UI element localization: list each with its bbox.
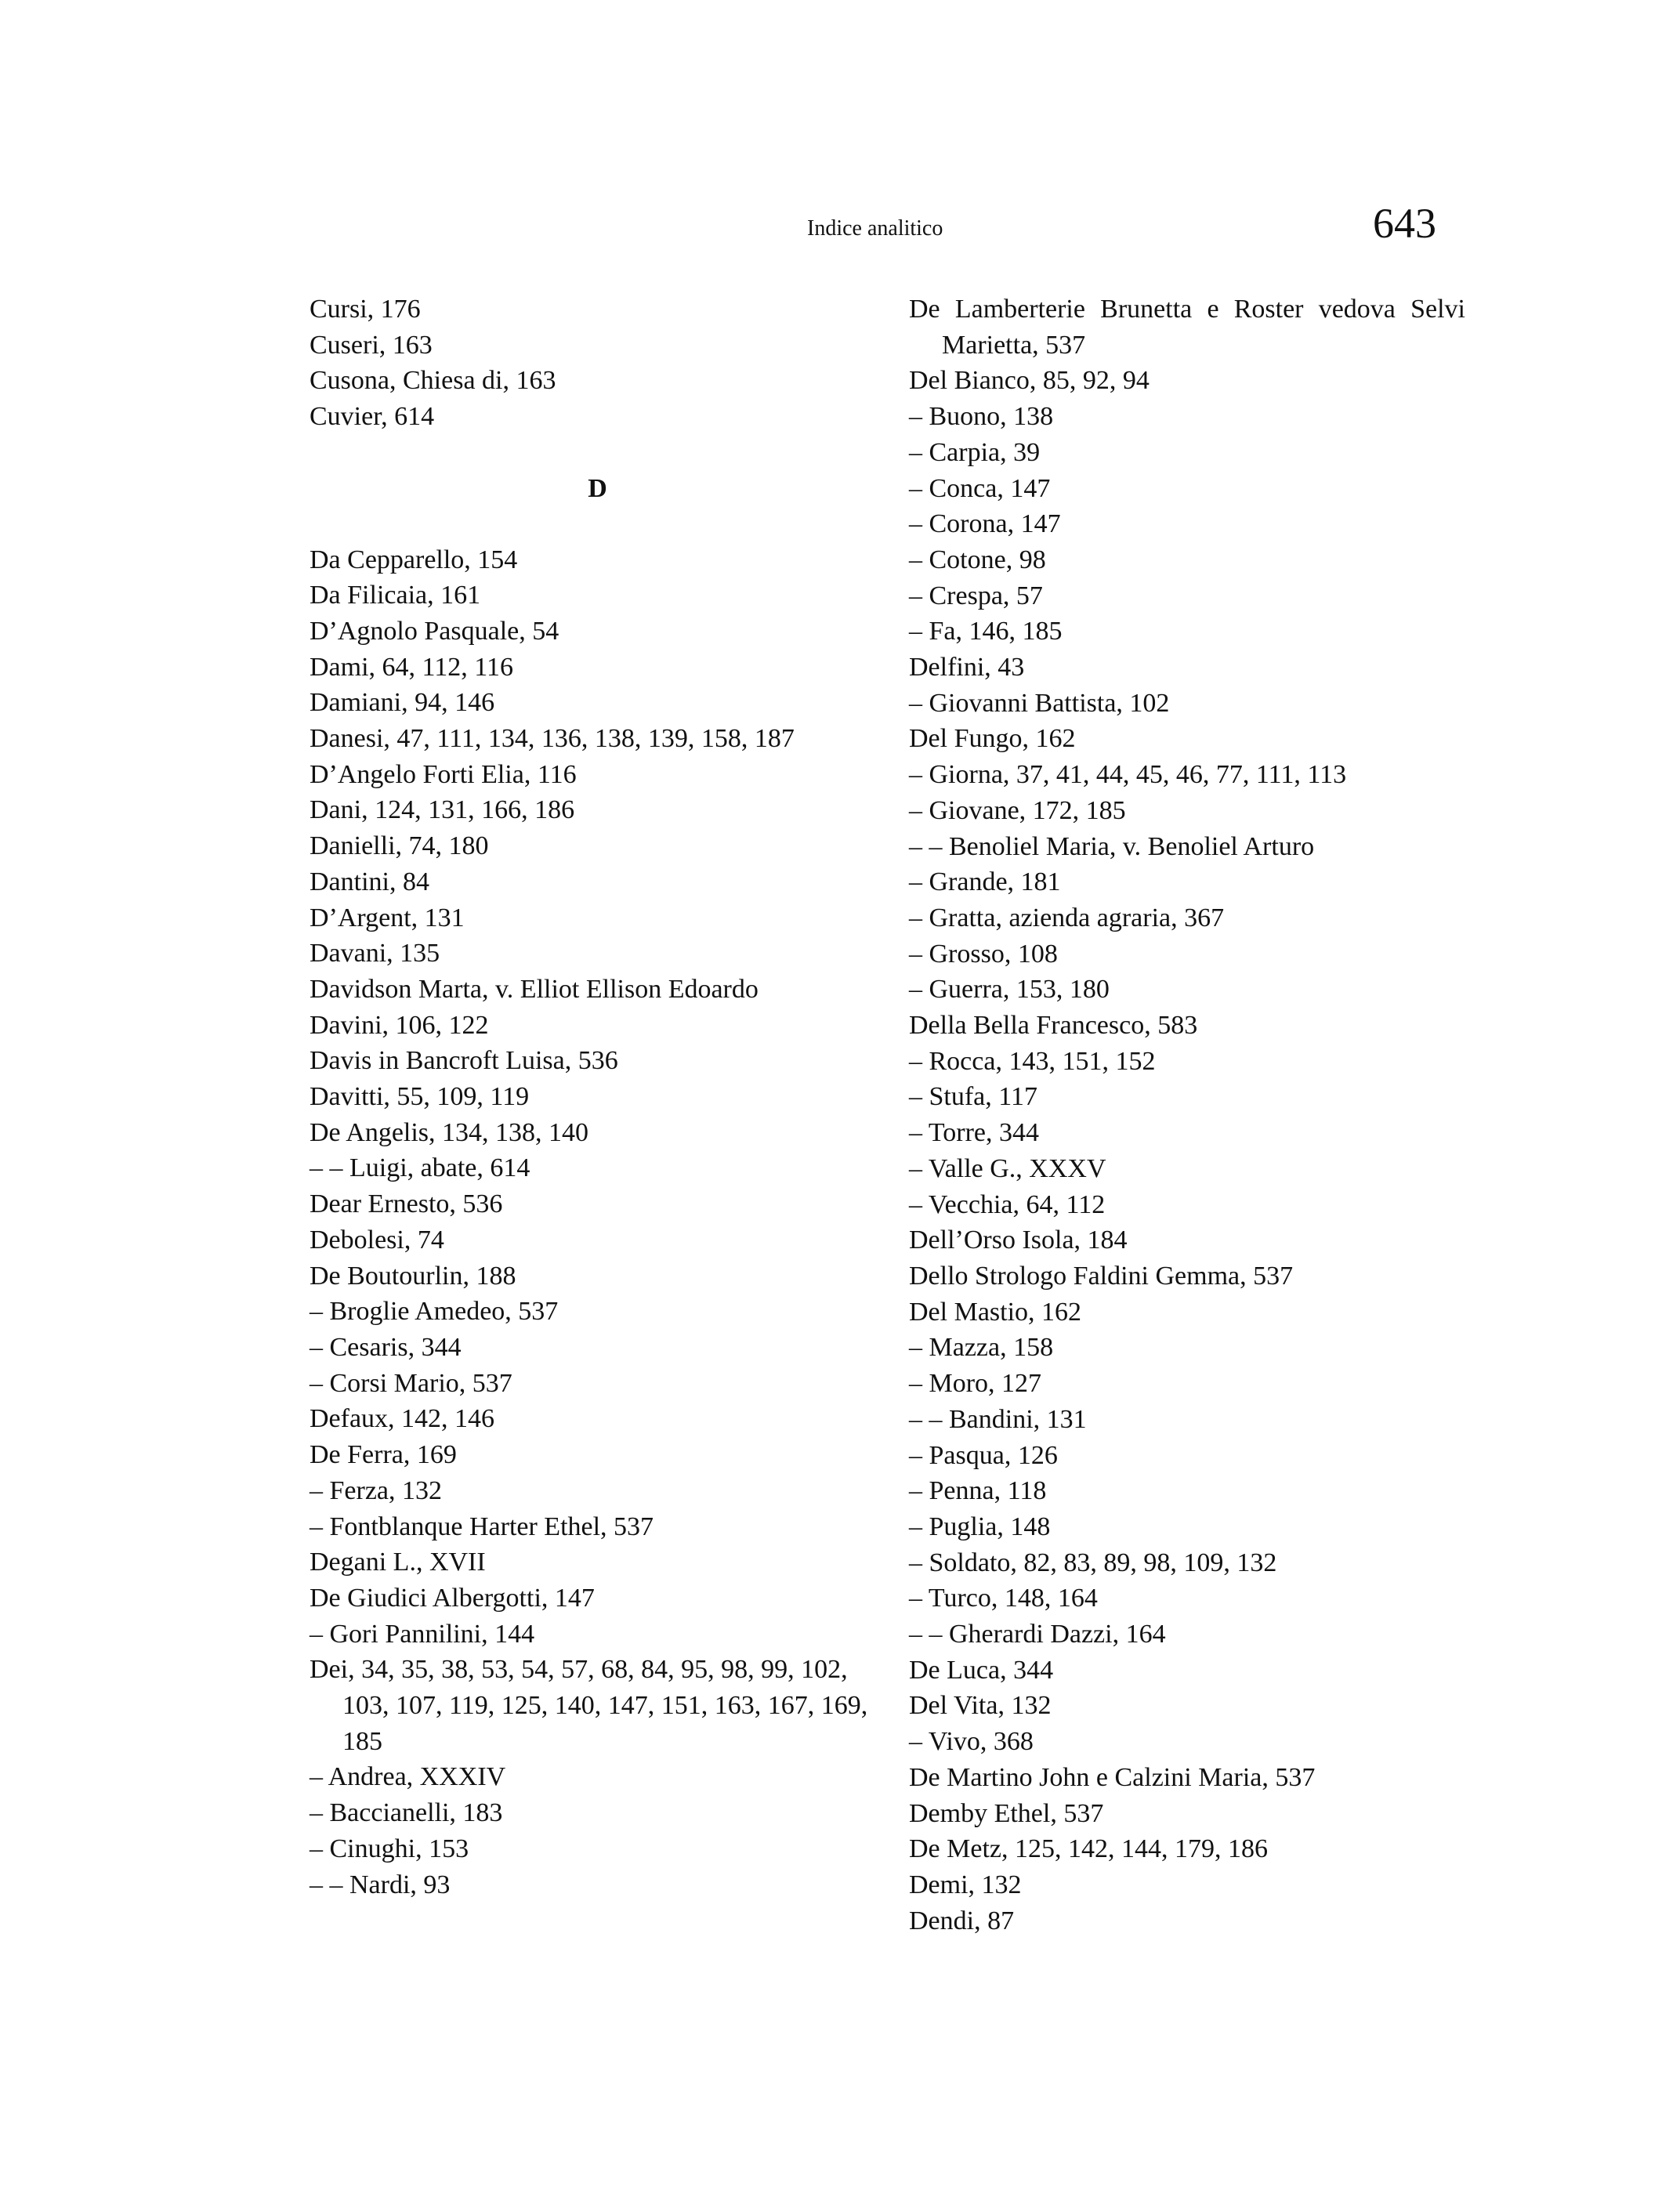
- index-entry: Dei, 34, 35, 38, 53, 54, 57, 68, 84, 95,…: [310, 1655, 868, 1756]
- index-entry: Demby Ethel, 537: [909, 1798, 1104, 1828]
- index-entry: Danielli, 74, 180: [310, 831, 489, 861]
- index-entry: – Stufa, 117: [909, 1082, 1038, 1112]
- index-entry: Degani L., XVII: [310, 1548, 486, 1577]
- index-entry: – Rocca, 143, 151, 152: [909, 1046, 1156, 1076]
- index-entry: – Andrea, XXXIV: [310, 1762, 506, 1792]
- entries-d-section: Da Cepparello, 154 Da Filicaia, 161 D’Agno…: [310, 542, 885, 1903]
- index-entry: – – Bandini, 131: [909, 1404, 1087, 1434]
- index-entry: D’Agnolo Pasquale, 54: [310, 616, 559, 646]
- index-entry: Del Vita, 132: [909, 1691, 1052, 1721]
- index-entry: Davitti, 55, 109, 119: [310, 1082, 530, 1112]
- index-entry: Del Mastio, 162: [909, 1297, 1082, 1327]
- index-entry: – Fontblanque Harter Ethel, 537: [310, 1512, 654, 1541]
- index-entry: – Giorna, 37, 41, 44, 45, 46, 77, 111, 1…: [909, 760, 1347, 790]
- section-letter-heading: D: [588, 473, 607, 503]
- index-entry: – Grande, 181: [909, 867, 1061, 897]
- index-entry: Dell’Orso Isola, 184: [909, 1226, 1128, 1255]
- index-entry: – Mazza, 158: [909, 1333, 1054, 1363]
- index-entry: De Ferra, 169: [310, 1440, 457, 1470]
- index-entry: Dello Strologo Faldini Gemma, 537: [909, 1261, 1294, 1291]
- index-entry: – Carpia, 39: [909, 437, 1041, 467]
- index-entry: – Vivo, 368: [909, 1727, 1034, 1757]
- entries-d-section-continued: De Lamberterie Brunetta e Roster vedova …: [909, 291, 1465, 1939]
- index-entry: Dani, 124, 131, 166, 186: [310, 795, 575, 825]
- index-entry: Davis in Bancroft Luisa, 536: [310, 1046, 618, 1076]
- index-entry: Cuvier, 614: [310, 402, 435, 432]
- index-entry: D’Argent, 131: [310, 903, 465, 932]
- index-entry: D’Angelo Forti Elia, 116: [310, 759, 577, 789]
- index-entry: – Cotone, 98: [909, 545, 1046, 574]
- entries-c-section: Cursi, 176 Cuseri, 163 Cusona, Chiesa di, …: [310, 291, 885, 435]
- index-entry: – Gori Pannilini, 144: [310, 1619, 535, 1649]
- index-entry: Del Bianco, 85, 92, 94: [909, 366, 1150, 396]
- index-entry: – Soldato, 82, 83, 89, 98, 109, 132: [909, 1548, 1277, 1577]
- index-entry: – – Nardi, 93: [310, 1870, 451, 1899]
- index-entry: – Buono, 138: [909, 402, 1054, 432]
- index-entry: De Lamberterie Brunetta e Roster vedova …: [909, 295, 1465, 360]
- index-entry: – Corona, 147: [909, 509, 1061, 539]
- index-entry: Cursi, 176: [310, 295, 421, 324]
- page-number: 643: [1373, 200, 1436, 247]
- index-entry: – Broglie Amedeo, 537: [310, 1297, 559, 1327]
- index-entry: – Baccianelli, 183: [310, 1798, 503, 1828]
- index-entry: De Martino John e Calzini Maria, 537: [909, 1762, 1316, 1792]
- index-entry: De Metz, 125, 142, 144, 179, 186: [909, 1834, 1269, 1864]
- index-entry: – Torre, 344: [909, 1118, 1040, 1148]
- index-entry: Damiani, 94, 146: [310, 688, 495, 718]
- index-entry: De Giudici Albergotti, 147: [310, 1583, 595, 1613]
- index-entry: – Vecchia, 64, 112: [909, 1189, 1106, 1219]
- index-column-left: Cursi, 176 Cuseri, 163 Cusona, Chiesa di, …: [310, 291, 885, 1903]
- index-entry: Da Filicaia, 161: [310, 581, 481, 610]
- index-entry: – Turco, 148, 164: [909, 1584, 1098, 1613]
- index-entry: Dear Ernesto, 536: [310, 1189, 503, 1219]
- running-title: Indice analitico: [807, 216, 943, 241]
- index-entry: – Moro, 127: [909, 1369, 1042, 1399]
- index-entry: Demi, 132: [909, 1870, 1022, 1899]
- index-entry: Davidson Marta, v. Elliot Ellison Edoard…: [310, 974, 759, 1004]
- index-column-right: De Lamberterie Brunetta e Roster vedova …: [909, 291, 1465, 1939]
- index-entry: Davini, 106, 122: [310, 1010, 489, 1040]
- index-entry: – Gratta, azienda agraria, 367: [909, 903, 1225, 932]
- index-entry: – – Luigi, abate, 614: [310, 1153, 530, 1183]
- index-entry: – Corsi Mario, 537: [310, 1368, 512, 1398]
- index-entry: Delfini, 43: [909, 653, 1025, 682]
- index-entry: – Guerra, 153, 180: [909, 975, 1110, 1005]
- index-entry: Defaux, 142, 146: [310, 1404, 495, 1434]
- index-entry: – Conca, 147: [909, 473, 1051, 503]
- index-entry: Cuseri, 163: [310, 330, 433, 360]
- index-entry: Debolesi, 74: [310, 1225, 444, 1254]
- index-entry: – – Benoliel Maria, v. Benoliel Arturo: [909, 831, 1315, 861]
- index-entry: – Cinughi, 153: [310, 1834, 469, 1863]
- index-entry: – Cesaris, 344: [310, 1332, 462, 1362]
- index-entry: Dantini, 84: [310, 867, 429, 896]
- index-entry: Del Fungo, 162: [909, 724, 1076, 754]
- index-entry: – Pasqua, 126: [909, 1440, 1058, 1470]
- index-entry: – Grosso, 108: [909, 939, 1058, 968]
- index-entry: De Boutourlin, 188: [310, 1261, 516, 1291]
- index-entry: – Crespa, 57: [909, 581, 1043, 610]
- index-entry: Dami, 64, 112, 116: [310, 652, 514, 682]
- index-entry: Cusona, Chiesa di, 163: [310, 366, 556, 396]
- index-entry: Davani, 135: [310, 939, 440, 968]
- index-entry: De Angelis, 134, 138, 140: [310, 1117, 589, 1147]
- index-entry: – Giovanni Battista, 102: [909, 688, 1170, 718]
- index-entry: Da Cepparello, 154: [310, 545, 518, 574]
- index-entry: – Puglia, 148: [909, 1512, 1051, 1541]
- index-entry: – Ferza, 132: [310, 1475, 443, 1505]
- index-entry: Della Bella Francesco, 583: [909, 1011, 1198, 1041]
- index-entry: – Giovane, 172, 185: [909, 795, 1126, 825]
- index-entry: – – Gherardi Dazzi, 164: [909, 1620, 1166, 1649]
- index-entry: – Penna, 118: [909, 1476, 1047, 1506]
- index-entry: – Valle G., XXXV: [909, 1153, 1106, 1183]
- index-entry: Dendi, 87: [909, 1906, 1015, 1935]
- index-entry: Danesi, 47, 111, 134, 136, 138, 139, 158…: [310, 724, 795, 754]
- index-entry: – Fa, 146, 185: [909, 617, 1063, 646]
- index-entry: De Luca, 344: [909, 1655, 1054, 1685]
